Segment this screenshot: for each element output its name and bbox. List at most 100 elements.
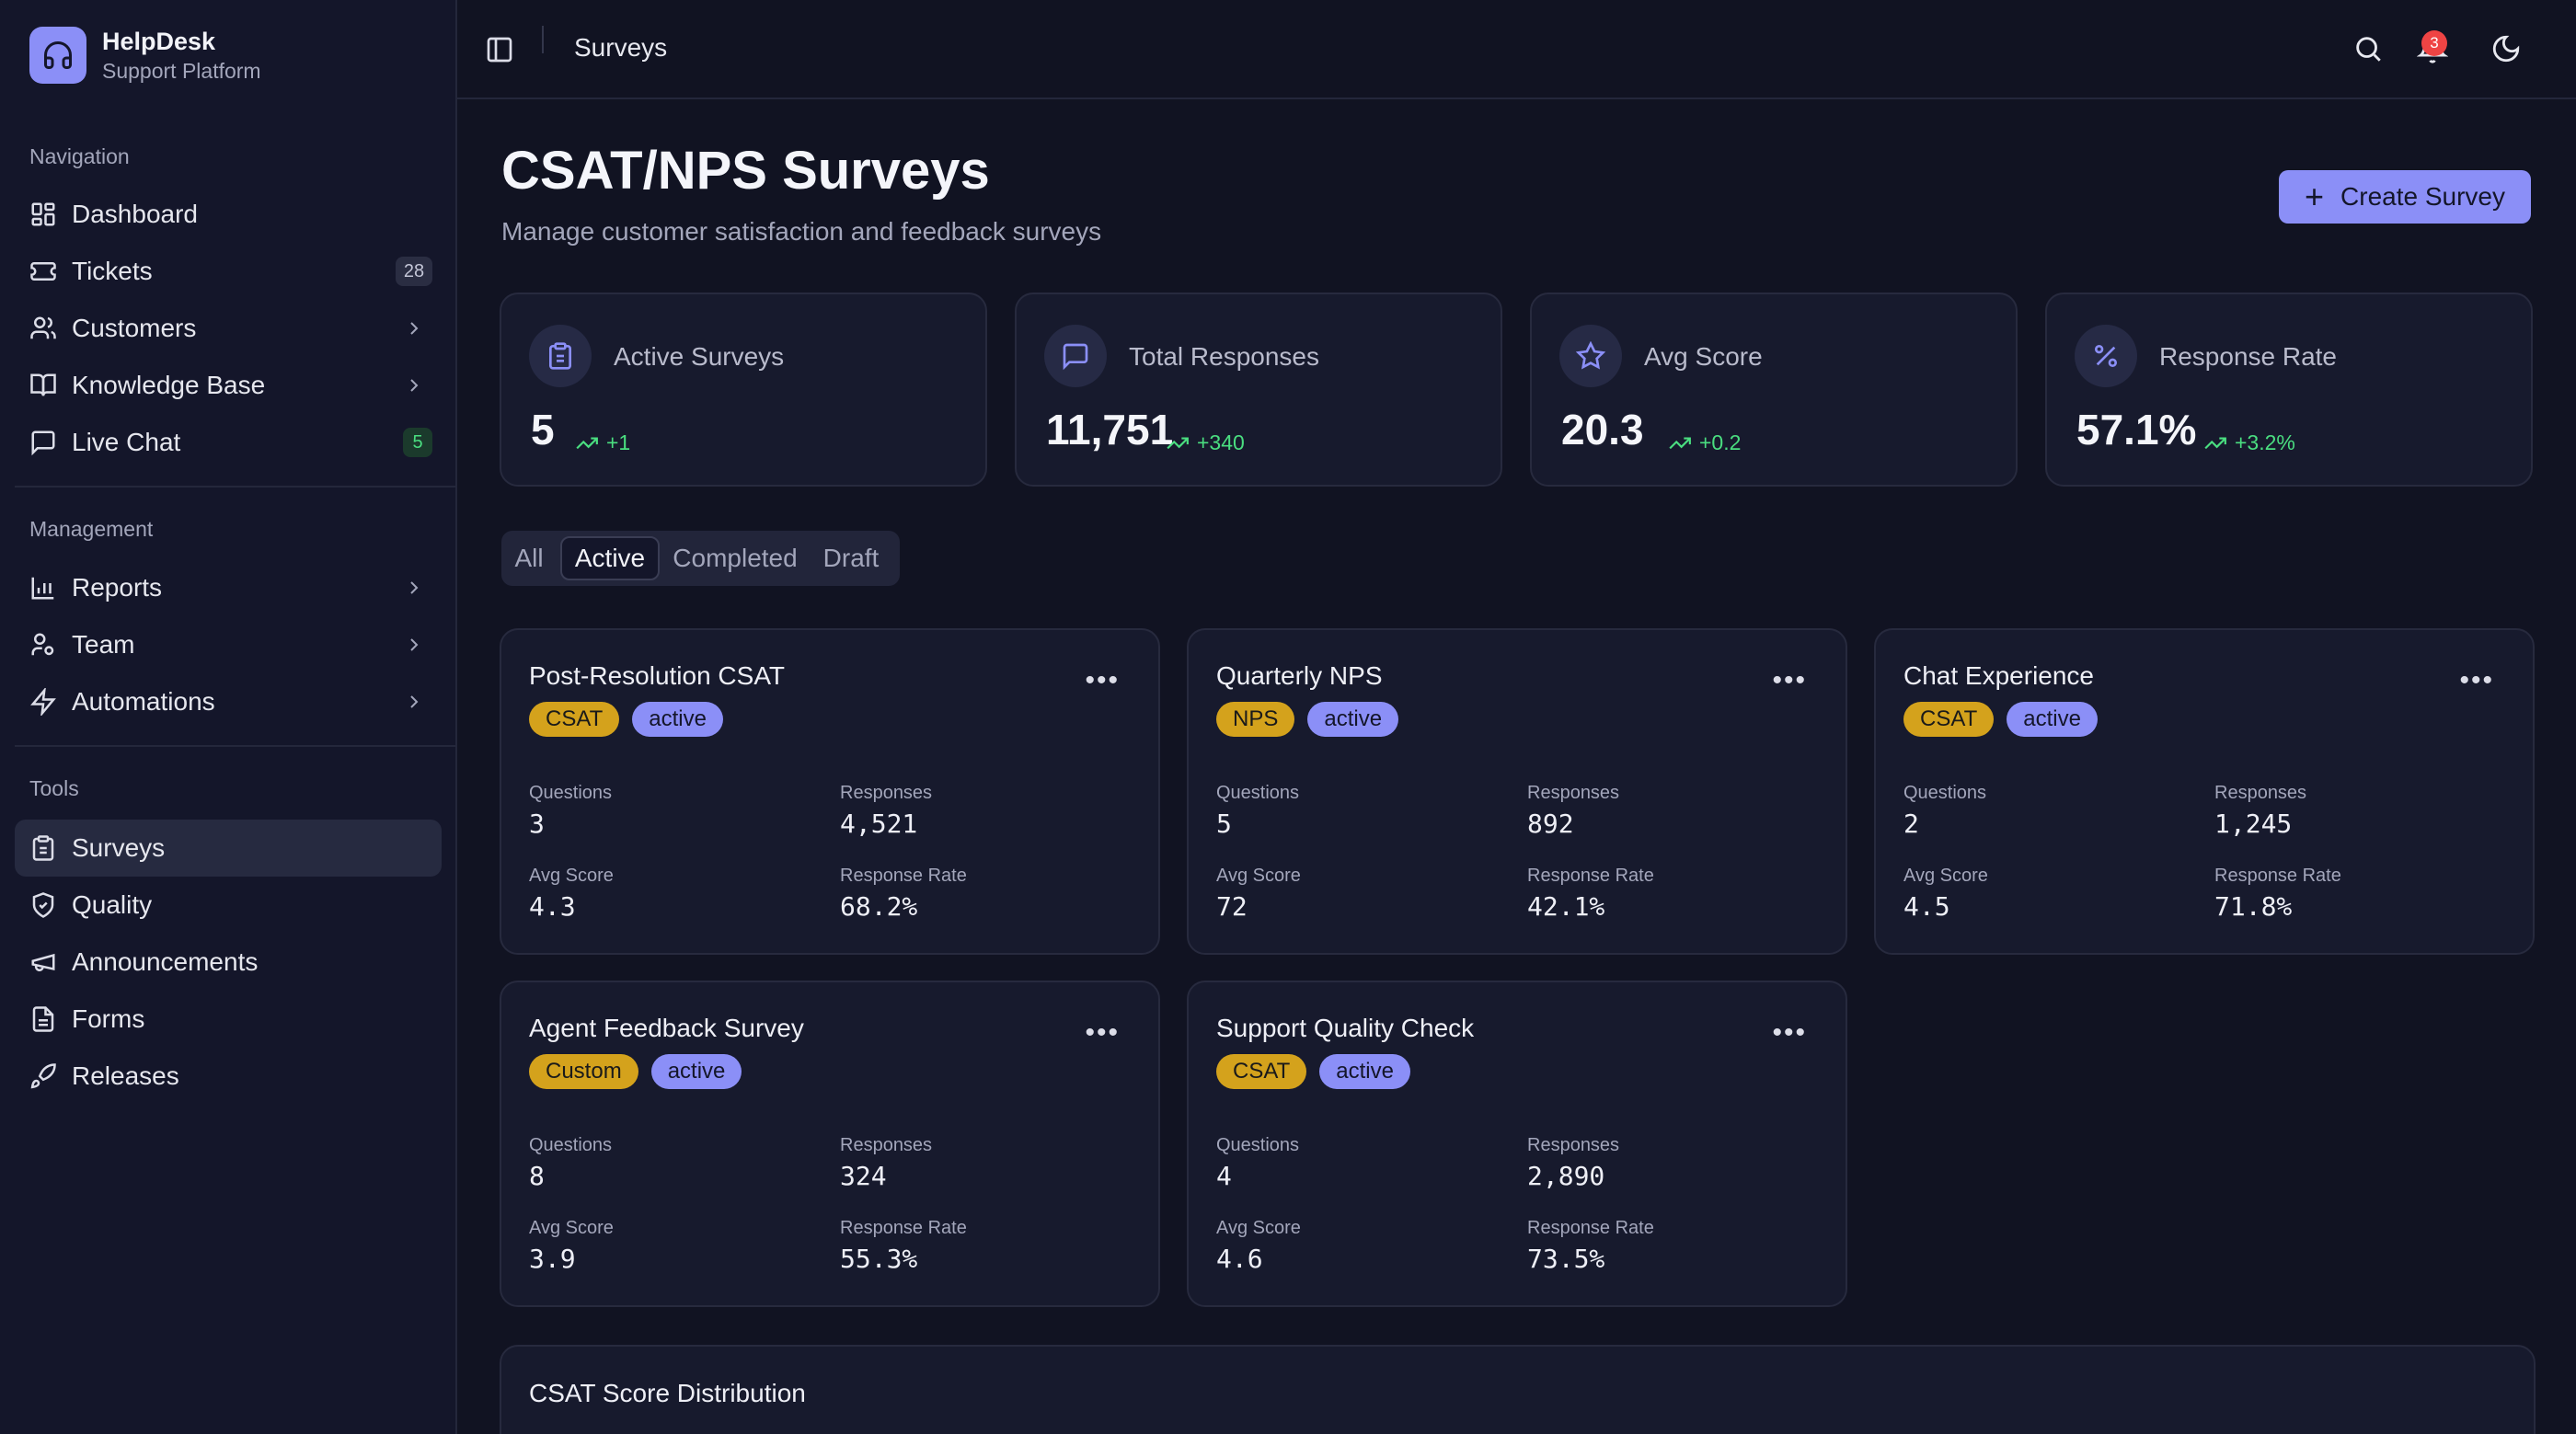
sidebar-item-automations[interactable]: Automations xyxy=(15,673,442,730)
notification-badge: 3 xyxy=(2421,30,2447,56)
sidebar-item-announcements[interactable]: Announcements xyxy=(15,934,442,991)
response-rate-label: Response Rate xyxy=(840,866,967,886)
more-options-icon[interactable]: ••• xyxy=(1772,665,1807,695)
chevron-right-icon xyxy=(410,638,419,651)
survey-card[interactable]: Quarterly NPS ••• NPS active Questions 5 Respo… xyxy=(1187,628,1847,955)
sidebar-item-dashboard[interactable]: Dashboard xyxy=(15,186,442,243)
stat-value: 57.1% xyxy=(2076,406,2197,453)
stat-trend-value: +3.2% xyxy=(2235,430,2295,454)
survey-title: Chat Experience xyxy=(1903,661,2095,690)
brand-title: HelpDesk xyxy=(102,28,216,55)
sidebar-item-forms[interactable]: Forms xyxy=(15,991,442,1048)
search-icon[interactable] xyxy=(2352,33,2384,64)
responses-label: Responses xyxy=(2214,783,2307,803)
sidebar-item-knowledge-base[interactable]: Knowledge Base xyxy=(15,357,442,414)
questions-label: Questions xyxy=(1216,783,1300,803)
stat-value: 20.3 xyxy=(1561,406,1644,453)
survey-status-badge: active xyxy=(2007,702,2098,737)
responses-value: 892 xyxy=(1527,809,1574,839)
stat-trend: +340 xyxy=(1166,430,1245,455)
survey-type-badge: CSAT xyxy=(529,702,620,737)
sidebar-item-live-chat[interactable]: Live Chat 5 xyxy=(15,414,442,471)
survey-card[interactable]: Post-Resolution CSAT ••• CSAT active Questio… xyxy=(500,628,1160,955)
stat-trend: +3.2% xyxy=(2203,430,2295,455)
sidebar-item-releases[interactable]: Releases xyxy=(15,1048,442,1105)
response-rate-label: Response Rate xyxy=(840,1218,967,1238)
survey-title: Agent Feedback Survey xyxy=(529,1014,804,1042)
survey-card[interactable]: Agent Feedback Survey ••• Custom active Ques… xyxy=(500,981,1160,1307)
questions-label: Questions xyxy=(1903,783,1987,803)
bar-chart-icon xyxy=(29,574,57,602)
sidebar-divider xyxy=(15,745,456,747)
more-options-icon[interactable]: ••• xyxy=(1085,1017,1120,1048)
trending-up-icon xyxy=(2204,437,2226,449)
response-rate-value: 73.5% xyxy=(1527,1244,1605,1274)
sidebar-item-label: Releases xyxy=(72,1061,179,1090)
csat-distribution-card: CSAT Score Distribution xyxy=(500,1345,2536,1434)
survey-type-badge: CSAT xyxy=(1216,1054,1307,1089)
sidebar-item-reports[interactable]: Reports xyxy=(15,559,442,616)
response-rate-label: Response Rate xyxy=(1527,866,1654,886)
users-icon xyxy=(29,315,57,342)
sidebar-divider xyxy=(15,486,456,488)
response-rate-value: 71.8% xyxy=(2214,891,2293,922)
responses-value: 4,521 xyxy=(840,809,918,839)
brand[interactable]: HelpDesk Support Platform xyxy=(29,26,261,85)
survey-card[interactable]: Support Quality Check ••• CSAT active Questi… xyxy=(1187,981,1847,1307)
trending-up-icon xyxy=(1669,437,1691,449)
tab-draft[interactable]: Draft xyxy=(822,544,880,572)
avg-score-label: Avg Score xyxy=(1216,866,1301,886)
clipboard-icon xyxy=(529,325,592,387)
response-rate-value: 68.2% xyxy=(840,891,918,922)
chevron-right-icon xyxy=(410,322,419,335)
sidebar-item-label: Forms xyxy=(72,1004,145,1033)
responses-value: 324 xyxy=(840,1161,887,1191)
stat-label: Response Rate xyxy=(2159,342,2338,371)
more-options-icon[interactable]: ••• xyxy=(1085,665,1120,695)
filter-tabs: All Active Completed Draft xyxy=(501,531,900,586)
sidebar-item-customers[interactable]: Customers xyxy=(15,300,442,357)
responses-value: 2,890 xyxy=(1527,1161,1605,1191)
tab-completed[interactable]: Completed xyxy=(673,544,798,572)
topbar: Surveys 3 xyxy=(457,0,2576,99)
avg-score-label: Avg Score xyxy=(1216,1218,1301,1238)
sidebar-item-label: Team xyxy=(72,630,135,659)
sidebar-item-label: Live Chat xyxy=(72,428,181,456)
chevron-right-icon xyxy=(410,379,419,392)
more-options-icon[interactable]: ••• xyxy=(1772,1017,1807,1048)
survey-title: Support Quality Check xyxy=(1216,1014,1475,1042)
more-options-icon[interactable]: ••• xyxy=(2459,665,2494,695)
tab-all[interactable]: All xyxy=(514,544,544,572)
tab-active[interactable]: Active xyxy=(560,536,660,580)
moon-icon[interactable] xyxy=(2490,33,2522,64)
sidebar-item-team[interactable]: Team xyxy=(15,616,442,673)
survey-type-badge: CSAT xyxy=(1903,702,1995,737)
sidebar-item-quality[interactable]: Quality xyxy=(15,877,442,934)
questions-value: 4 xyxy=(1216,1161,1232,1191)
file-text-icon xyxy=(29,1005,57,1033)
avg-score-label: Avg Score xyxy=(529,866,614,886)
clipboard-icon xyxy=(29,834,57,862)
topbar-separator xyxy=(542,26,544,53)
sidebar-item-label: Reports xyxy=(72,573,163,602)
responses-label: Responses xyxy=(1527,1135,1620,1155)
nav-section-management: Management xyxy=(29,517,154,541)
stat-card-active-surveys: Active Surveys 5 +1 xyxy=(500,293,987,487)
survey-card[interactable]: Chat Experience ••• CSAT active Questions 2 Re… xyxy=(1874,628,2535,955)
sidebar-item-label: Dashboard xyxy=(72,200,198,228)
sidebar: HelpDesk Support Platform Navigation Das… xyxy=(0,0,457,1434)
sidebar-item-surveys[interactable]: Surveys xyxy=(15,820,442,877)
questions-label: Questions xyxy=(529,1135,613,1155)
ticket-icon xyxy=(29,258,57,285)
response-rate-label: Response Rate xyxy=(2214,866,2341,886)
create-survey-label: Create Survey xyxy=(2340,182,2505,211)
stat-value: 5 xyxy=(531,406,555,453)
survey-status-badge: active xyxy=(1319,1054,1410,1089)
stat-trend: +0.2 xyxy=(1668,430,1741,455)
sidebar-item-tickets[interactable]: Tickets 28 xyxy=(15,243,442,300)
avg-score-value: 4.6 xyxy=(1216,1244,1263,1274)
trending-up-icon xyxy=(576,437,598,449)
sidebar-toggle-icon[interactable] xyxy=(485,35,514,64)
team-icon xyxy=(29,631,57,659)
create-survey-button[interactable]: + Create Survey xyxy=(2279,170,2531,224)
